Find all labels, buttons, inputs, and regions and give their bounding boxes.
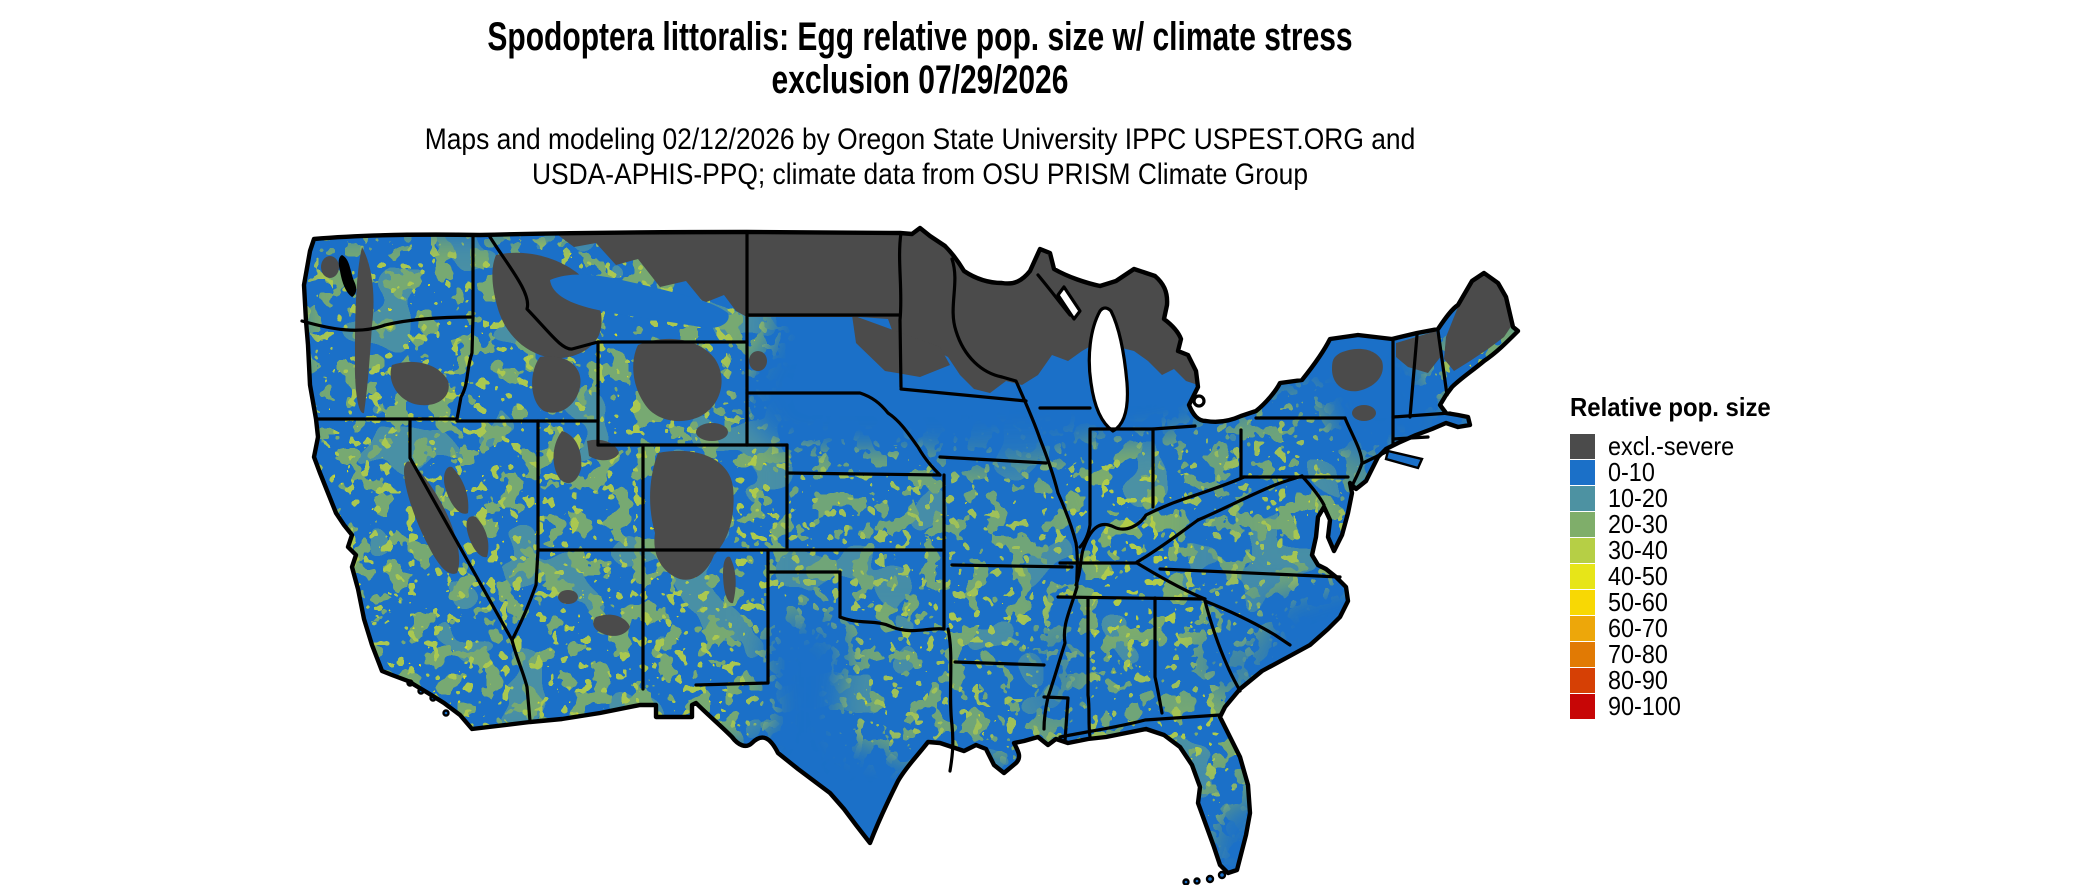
legend-rows: excl.-severe 0-10 10-20 20-30 30-40 40-5… [1570,433,1890,719]
legend-swatch [1570,459,1595,485]
legend-swatch [1570,563,1595,589]
lake-st-clair [1192,394,1206,408]
legend-label: 60-70 [1608,612,1668,643]
legend-row: excl.-severe [1570,433,1890,459]
conus-outline [301,225,1521,876]
legend-title: Relative pop. size [1570,392,1771,422]
montana-valley-area [550,274,729,329]
legend-row: 40-50 [1570,563,1890,589]
legend-row: 50-60 [1570,589,1890,615]
long-island [1384,449,1424,470]
legend-swatch [1570,615,1595,641]
legend-swatch [1570,511,1595,537]
legend-label: 0-10 [1608,456,1655,487]
legend-row: 70-80 [1570,641,1890,667]
legend-label: 70-80 [1608,638,1668,669]
legend-row: 20-30 [1570,511,1890,537]
legend-label: 50-60 [1608,586,1668,617]
legend-swatch [1570,667,1595,693]
legend-swatch [1570,693,1595,719]
map-title-line1: Spodoptera littoralis: Egg relative pop.… [487,15,1353,59]
legend-label: 90-100 [1608,690,1681,721]
figure-header: Spodoptera littoralis: Egg relative pop.… [0,16,1840,192]
legend-swatch [1570,433,1595,459]
legend-label: excl.-severe [1608,430,1735,461]
legend-label: 40-50 [1608,560,1668,591]
legend-label: 80-90 [1608,664,1668,695]
green-bay [1056,285,1082,321]
puget-sound [338,255,357,297]
map-subtitle: Maps and modeling 02/12/2026 by Oregon S… [110,122,1729,192]
legend-swatch [1570,641,1595,667]
great-lakes [1056,285,1206,433]
us-map [300,225,1530,886]
land-raster [304,228,1518,873]
exclusion-regions [321,228,1512,636]
map-subtitle-line1: Maps and modeling 02/12/2026 by Oregon S… [424,123,1416,156]
legend-swatch [1570,589,1595,615]
legend-swatch [1570,485,1595,511]
legend-row: 30-40 [1570,537,1890,563]
map-legend: Relative pop. size excl.-severe 0-10 10-… [1570,392,1890,719]
legend-row: 0-10 [1570,459,1890,485]
legend-label: 30-40 [1608,534,1668,565]
legend-row: 80-90 [1570,667,1890,693]
legend-row: 90-100 [1570,693,1890,719]
map-subtitle-line2: USDA-APHIS-PPQ; climate data from OSU PR… [531,158,1309,191]
legend-label: 20-30 [1608,508,1668,539]
legend-row: 10-20 [1570,485,1890,511]
lake-michigan [1087,306,1130,433]
state-borders [300,231,1452,773]
legend-swatch [1570,537,1595,563]
map-title: Spodoptera littoralis: Egg relative pop.… [230,16,1610,102]
legend-label: 10-20 [1608,482,1668,513]
map-title-line2: exclusion 07/29/2026 [771,58,1069,102]
legend-row: 60-70 [1570,615,1890,641]
